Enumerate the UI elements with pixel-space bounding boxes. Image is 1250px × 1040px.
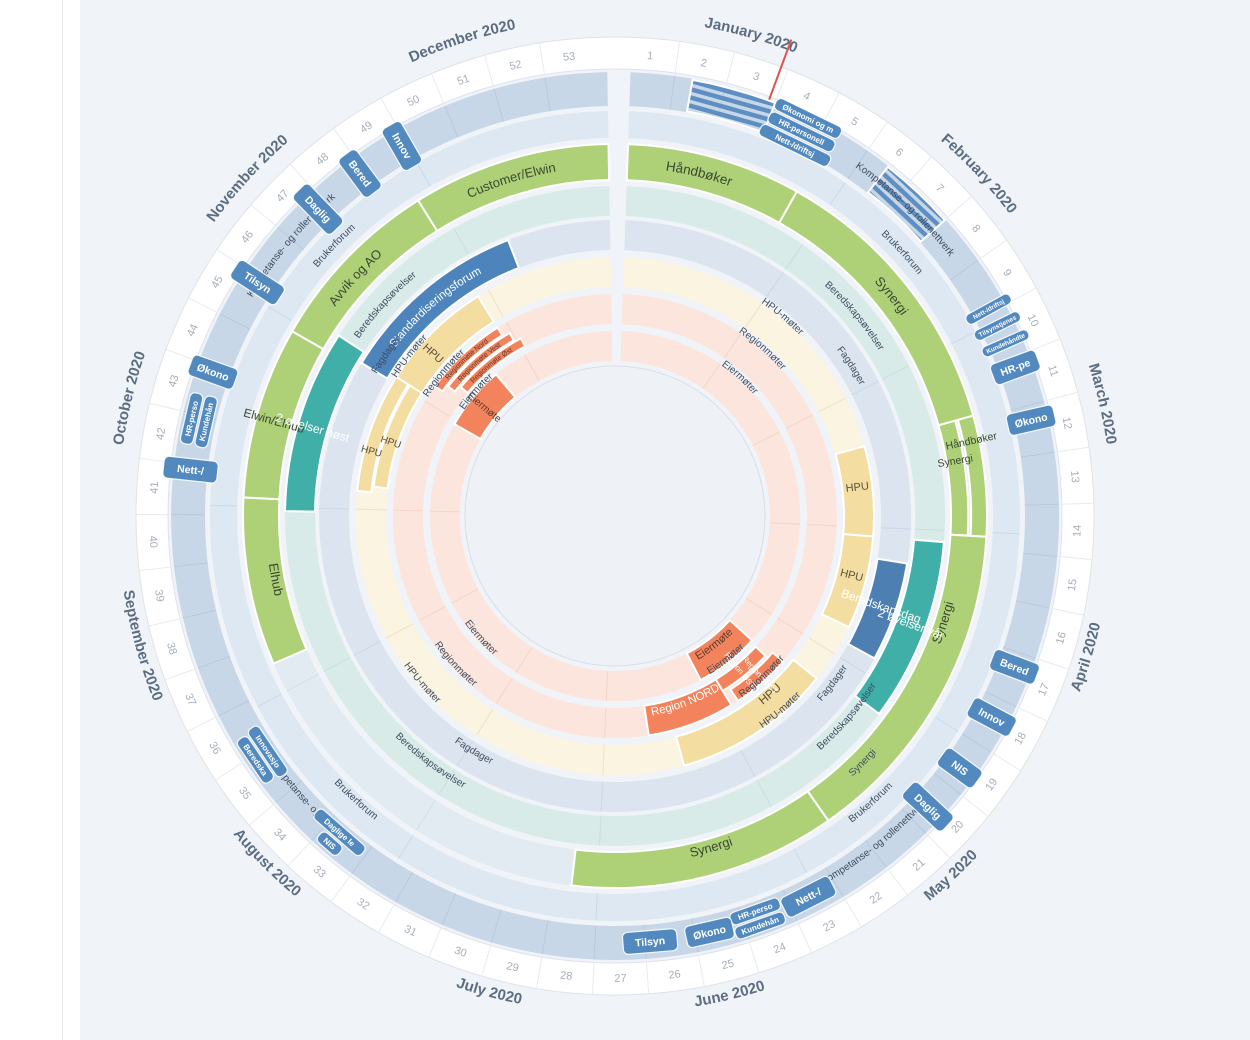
chip-økono[interactable]: Økono — [684, 916, 736, 949]
week-number: 39 — [152, 589, 166, 603]
chip-hr-perso-kundehån[interactable]: Kundehån — [194, 395, 218, 449]
block-region-nord[interactable] — [643, 678, 733, 737]
week-number: 26 — [668, 968, 682, 981]
svg-text:Nett-/: Nett-/ — [176, 463, 204, 478]
week-number: 17 — [1036, 682, 1052, 698]
week-number: 12 — [1060, 416, 1074, 430]
week-number: 18 — [1013, 730, 1029, 747]
week-number: 13 — [1068, 470, 1081, 483]
week-number: 31 — [402, 923, 418, 939]
block-hpu[interactable] — [674, 658, 819, 767]
week-number: 29 — [505, 960, 520, 974]
month-label: March 2020 — [1085, 361, 1120, 445]
week-number: 45 — [209, 274, 226, 291]
week-number: 52 — [508, 59, 523, 73]
week-number: 14 — [1071, 525, 1083, 538]
block-eiermøte[interactable] — [453, 372, 517, 441]
block-regionmøte-øst[interactable] — [459, 337, 527, 395]
week-number: 50 — [405, 93, 421, 109]
week-number: 44 — [185, 322, 201, 338]
block-standardiseringsforum[interactable] — [360, 238, 521, 380]
week-number: 30 — [453, 945, 469, 960]
chip-hr-pe[interactable]: HR-pe — [989, 349, 1042, 386]
week-axis: 1234567891011121314151617181920212223242… — [135, 36, 1095, 996]
block-synergi[interactable] — [570, 789, 830, 889]
week-number: 24 — [772, 941, 788, 957]
chip-nis[interactable]: NIS — [935, 746, 984, 790]
week-number: 2 — [700, 57, 708, 70]
block-label: Elhub — [266, 562, 287, 597]
block-customer-elwin[interactable] — [416, 143, 611, 233]
week-number: 37 — [182, 692, 198, 708]
block-regionmøte-nord[interactable] — [433, 326, 504, 393]
week-number: 16 — [1054, 631, 1069, 646]
week-number: 4 — [801, 90, 812, 103]
block-2-øvelser-vår[interactable] — [853, 538, 946, 716]
chip-nett-[interactable]: Nett-/ — [162, 455, 219, 484]
chip-daglig[interactable]: Daglig — [291, 182, 345, 236]
week-number: 40 — [147, 535, 160, 548]
chip-tilsyn[interactable]: Tilsyn — [621, 928, 679, 955]
week-number: 48 — [314, 151, 331, 168]
week-number: 9 — [1000, 267, 1013, 279]
week-number: 5 — [849, 115, 860, 128]
chip-økono[interactable]: Økono — [187, 354, 240, 391]
center-hole — [464, 365, 766, 667]
block-regionmøte-vest[interactable] — [446, 331, 516, 393]
week-number: 51 — [456, 73, 472, 88]
current-week-marker — [768, 39, 793, 100]
week-number: 25 — [721, 958, 736, 973]
week-number: 32 — [355, 896, 372, 913]
block-label: HPU — [845, 480, 870, 495]
week-number: 43 — [166, 374, 181, 389]
event-blocks — [242, 143, 988, 889]
block-2-øvelser-høst[interactable] — [284, 334, 366, 513]
svg-text:Tilsyn: Tilsyn — [635, 935, 666, 949]
hatched-block[interactable] — [866, 165, 947, 243]
block-eiermøte[interactable] — [685, 618, 754, 682]
week-number: 1 — [647, 50, 654, 62]
block-label: Synergi — [937, 452, 974, 470]
week-number: 41 — [148, 481, 161, 494]
week-number: 49 — [358, 119, 375, 136]
block-label: HPU — [839, 567, 864, 584]
week-number: 19 — [983, 776, 1000, 793]
week-number: 15 — [1066, 578, 1080, 592]
block-beredskapsdag[interactable] — [846, 557, 909, 660]
chip-innov[interactable]: Innov — [965, 696, 1018, 738]
week-number: 27 — [614, 973, 626, 985]
chip-nis-daglige-le[interactable]: NIS — [315, 830, 344, 858]
week-number: 36 — [206, 740, 223, 757]
chip-økono[interactable]: Økono — [1005, 404, 1057, 436]
week-number: 22 — [868, 890, 885, 907]
week-number: 35 — [236, 785, 253, 802]
week-number: 46 — [239, 229, 256, 246]
block-hpu[interactable] — [395, 294, 496, 395]
week-number: 42 — [154, 427, 168, 441]
week-number: 3 — [751, 70, 761, 83]
chip-hr-perso-kundehån[interactable]: HR-perso — [179, 392, 204, 446]
week-number: 23 — [821, 918, 837, 934]
chip-nett-[interactable]: Nett-/ — [779, 875, 837, 919]
block-region-vest[interactable] — [729, 651, 785, 703]
week-number: 28 — [559, 970, 572, 983]
week-number: 53 — [562, 51, 575, 64]
week-number: 11 — [1045, 364, 1060, 379]
block-label: HPU — [360, 444, 383, 460]
week-number: 10 — [1025, 312, 1041, 328]
week-number: 38 — [164, 641, 179, 656]
block-hpu[interactable] — [820, 533, 875, 629]
chip-bered[interactable]: Bered — [988, 648, 1041, 686]
